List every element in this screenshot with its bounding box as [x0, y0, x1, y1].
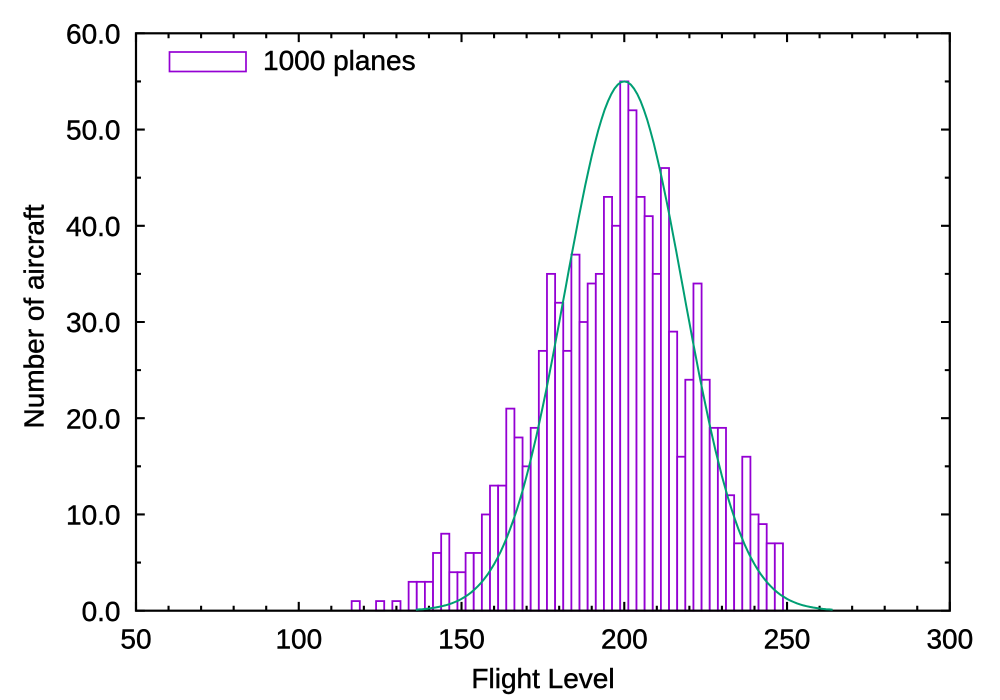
svg-text:40.0: 40.0: [66, 211, 121, 242]
svg-text:100: 100: [275, 624, 322, 655]
svg-text:300: 300: [926, 624, 973, 655]
svg-text:1000 planes: 1000 planes: [263, 45, 416, 76]
svg-text:50.0: 50.0: [66, 115, 121, 146]
svg-text:30.0: 30.0: [66, 307, 121, 338]
svg-text:Flight Level: Flight Level: [471, 663, 614, 694]
svg-text:0.0: 0.0: [82, 596, 121, 627]
svg-text:50: 50: [120, 624, 151, 655]
svg-text:150: 150: [438, 624, 485, 655]
svg-text:250: 250: [764, 624, 811, 655]
svg-text:200: 200: [601, 624, 648, 655]
svg-text:10.0: 10.0: [66, 500, 121, 531]
svg-text:60.0: 60.0: [66, 19, 121, 50]
svg-text:20.0: 20.0: [66, 403, 121, 434]
svg-text:Number of aircraft: Number of aircraft: [19, 204, 50, 428]
